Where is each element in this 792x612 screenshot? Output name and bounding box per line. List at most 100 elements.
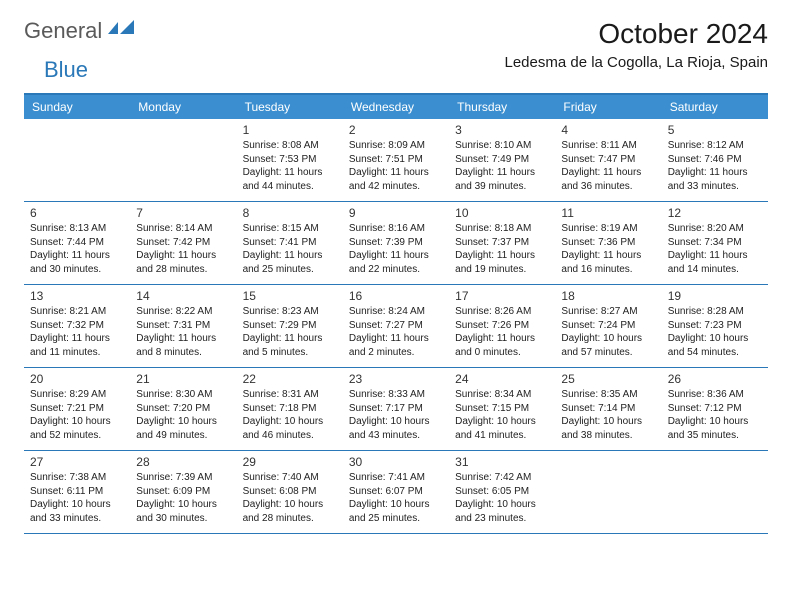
sunrise-line: Sunrise: 8:13 AM — [30, 222, 124, 236]
daylight-line: Daylight: 10 hours — [668, 332, 762, 346]
sunset-line: Sunset: 7:15 PM — [455, 402, 549, 416]
day-number: 25 — [561, 372, 655, 386]
day-cell: 15Sunrise: 8:23 AMSunset: 7:29 PMDayligh… — [237, 285, 343, 367]
sunset-line: Sunset: 7:24 PM — [561, 319, 655, 333]
day-number: 14 — [136, 289, 230, 303]
sunset-line: Sunset: 7:17 PM — [349, 402, 443, 416]
sunset-line: Sunset: 7:26 PM — [455, 319, 549, 333]
daylight-line: Daylight: 11 hours — [30, 332, 124, 346]
daylight-line: and 14 minutes. — [668, 263, 762, 277]
weeks-container: 1Sunrise: 8:08 AMSunset: 7:53 PMDaylight… — [24, 119, 768, 534]
daylight-line: and 2 minutes. — [349, 346, 443, 360]
daylight-line: Daylight: 10 hours — [136, 498, 230, 512]
day-number: 12 — [668, 206, 762, 220]
daylight-line: Daylight: 11 hours — [136, 249, 230, 263]
sunset-line: Sunset: 7:31 PM — [136, 319, 230, 333]
day-cell: 5Sunrise: 8:12 AMSunset: 7:46 PMDaylight… — [662, 119, 768, 201]
sunset-line: Sunset: 7:20 PM — [136, 402, 230, 416]
calendar-page: General October 2024 Ledesma de la Cogol… — [0, 0, 792, 534]
sunset-line: Sunset: 7:34 PM — [668, 236, 762, 250]
day-header: Monday — [130, 95, 236, 119]
sunrise-line: Sunrise: 8:16 AM — [349, 222, 443, 236]
sunset-line: Sunset: 6:07 PM — [349, 485, 443, 499]
day-cell: 29Sunrise: 7:40 AMSunset: 6:08 PMDayligh… — [237, 451, 343, 533]
day-number: 3 — [455, 123, 549, 137]
day-number: 22 — [243, 372, 337, 386]
daylight-line: and 28 minutes. — [243, 512, 337, 526]
day-cell: 13Sunrise: 8:21 AMSunset: 7:32 PMDayligh… — [24, 285, 130, 367]
sunrise-line: Sunrise: 8:33 AM — [349, 388, 443, 402]
day-cell: 12Sunrise: 8:20 AMSunset: 7:34 PMDayligh… — [662, 202, 768, 284]
day-cell: 31Sunrise: 7:42 AMSunset: 6:05 PMDayligh… — [449, 451, 555, 533]
sunset-line: Sunset: 7:37 PM — [455, 236, 549, 250]
day-cell: 22Sunrise: 8:31 AMSunset: 7:18 PMDayligh… — [237, 368, 343, 450]
sunrise-line: Sunrise: 8:11 AM — [561, 139, 655, 153]
sunrise-line: Sunrise: 8:31 AM — [243, 388, 337, 402]
day-cell: 6Sunrise: 8:13 AMSunset: 7:44 PMDaylight… — [24, 202, 130, 284]
day-cell: 10 Sunrise: 8:18 AMSunset: 7:37 PMDayligh… — [449, 202, 555, 284]
sunrise-line: Sunrise: 8:28 AM — [668, 305, 762, 319]
month-title: October 2024 — [504, 18, 768, 50]
sunrise-line: Sunrise: 7:42 AM — [455, 471, 549, 485]
sunrise-line: Sunrise: 8:22 AM — [136, 305, 230, 319]
daylight-line: and 33 minutes. — [668, 180, 762, 194]
day-number: 19 — [668, 289, 762, 303]
daylight-line: Daylight: 10 hours — [30, 415, 124, 429]
daylight-line: Daylight: 10 hours — [561, 415, 655, 429]
day-header: Wednesday — [343, 95, 449, 119]
sunrise-line: Sunrise: 8:26 AM — [455, 305, 549, 319]
day-cell: 4Sunrise: 8:11 AMSunset: 7:47 PMDaylight… — [555, 119, 661, 201]
daylight-line: and 5 minutes. — [243, 346, 337, 360]
sunset-line: Sunset: 7:51 PM — [349, 153, 443, 167]
sunset-line: Sunset: 7:42 PM — [136, 236, 230, 250]
sunset-line: Sunset: 6:08 PM — [243, 485, 337, 499]
day-number: 20 — [30, 372, 124, 386]
sunrise-line: Sunrise: 7:41 AM — [349, 471, 443, 485]
day-number: 2 — [349, 123, 443, 137]
daylight-line: Daylight: 11 hours — [455, 249, 549, 263]
calendar: SundayMondayTuesdayWednesdayThursdayFrid… — [24, 93, 768, 534]
day-number: 4 — [561, 123, 655, 137]
day-cell: 17Sunrise: 8:26 AMSunset: 7:26 PMDayligh… — [449, 285, 555, 367]
sunrise-line: Sunrise: 8:08 AM — [243, 139, 337, 153]
sunrise-line: Sunrise: 7:39 AM — [136, 471, 230, 485]
day-cell: 23Sunrise: 8:33 AMSunset: 7:17 PMDayligh… — [343, 368, 449, 450]
day-cell: 3Sunrise: 8:10 AMSunset: 7:49 PMDaylight… — [449, 119, 555, 201]
day-number: 27 — [30, 455, 124, 469]
day-number: 26 — [668, 372, 762, 386]
day-number: 7 — [136, 206, 230, 220]
daylight-line: and 42 minutes. — [349, 180, 443, 194]
sunset-line: Sunset: 7:12 PM — [668, 402, 762, 416]
day-headers-row: SundayMondayTuesdayWednesdayThursdayFrid… — [24, 95, 768, 119]
daylight-line: and 25 minutes. — [349, 512, 443, 526]
sunset-line: Sunset: 7:53 PM — [243, 153, 337, 167]
sunset-line: Sunset: 7:14 PM — [561, 402, 655, 416]
logo-text-general: General — [24, 18, 102, 44]
sunset-line: Sunset: 7:29 PM — [243, 319, 337, 333]
day-cell — [130, 119, 236, 201]
daylight-line: Daylight: 10 hours — [455, 415, 549, 429]
daylight-line: Daylight: 11 hours — [668, 249, 762, 263]
sunrise-line: Sunrise: 8:18 AM — [455, 222, 549, 236]
daylight-line: and 25 minutes. — [243, 263, 337, 277]
sunset-line: Sunset: 7:44 PM — [30, 236, 124, 250]
day-number: 10 — [455, 206, 549, 220]
sunset-line: Sunset: 7:47 PM — [561, 153, 655, 167]
sunrise-line: Sunrise: 8:14 AM — [136, 222, 230, 236]
day-number: 28 — [136, 455, 230, 469]
week-row: 13Sunrise: 8:21 AMSunset: 7:32 PMDayligh… — [24, 285, 768, 368]
daylight-line: and 28 minutes. — [136, 263, 230, 277]
sunset-line: Sunset: 6:09 PM — [136, 485, 230, 499]
daylight-line: Daylight: 11 hours — [243, 249, 337, 263]
day-header: Thursday — [449, 95, 555, 119]
sunset-line: Sunset: 6:05 PM — [455, 485, 549, 499]
day-cell: 16Sunrise: 8:24 AMSunset: 7:27 PMDayligh… — [343, 285, 449, 367]
daylight-line: Daylight: 11 hours — [30, 249, 124, 263]
day-cell: 28 Sunrise: 7:39 AMSunset: 6:09 PMDayligh… — [130, 451, 236, 533]
sunrise-line: Sunrise: 8:24 AM — [349, 305, 443, 319]
daylight-line: Daylight: 10 hours — [136, 415, 230, 429]
daylight-line: Daylight: 11 hours — [349, 332, 443, 346]
day-number: 18 — [561, 289, 655, 303]
daylight-line: Daylight: 11 hours — [561, 249, 655, 263]
daylight-line: and 30 minutes. — [136, 512, 230, 526]
